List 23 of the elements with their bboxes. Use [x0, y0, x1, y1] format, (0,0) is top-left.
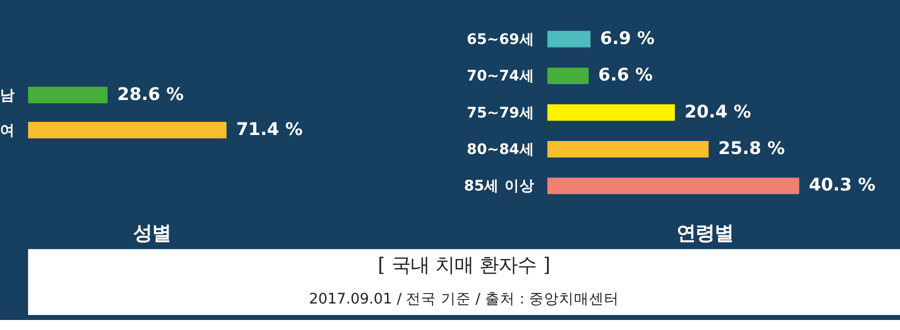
- y-tick-label: 여: [0, 122, 16, 139]
- text: 연령별: [676, 221, 734, 244]
- bar: [547, 68, 589, 84]
- y-tick-label: 65~69세: [466, 32, 534, 48]
- data-label: 6.9 %: [600, 29, 655, 50]
- bar: [547, 104, 675, 121]
- data-label: 6.6 %: [598, 66, 653, 86]
- y-tick-label: 85세 이상: [464, 178, 534, 195]
- data-label: 20.4 %: [684, 102, 752, 122]
- data-label: 40.3 %: [808, 176, 876, 196]
- bar: [547, 30, 590, 48]
- data-label: 25.8 %: [718, 139, 785, 160]
- y-tick-label: 80~84세: [466, 142, 534, 158]
- y-tick-label: 남: [0, 88, 16, 104]
- y-tick-label: 75~79세: [466, 105, 534, 122]
- y-tick-label: 70~74세: [466, 68, 534, 85]
- data-label: 28.6 %: [117, 84, 184, 105]
- text: 성별: [133, 221, 172, 244]
- text: 2017.09.01 / 전국 기준 / 출처 : 중앙치매센터: [309, 291, 620, 308]
- data-label: 71.4 %: [236, 120, 303, 140]
- text: [ 국내 치매 환자수 ]: [378, 253, 550, 276]
- bar: [547, 178, 800, 194]
- bar: [547, 140, 709, 158]
